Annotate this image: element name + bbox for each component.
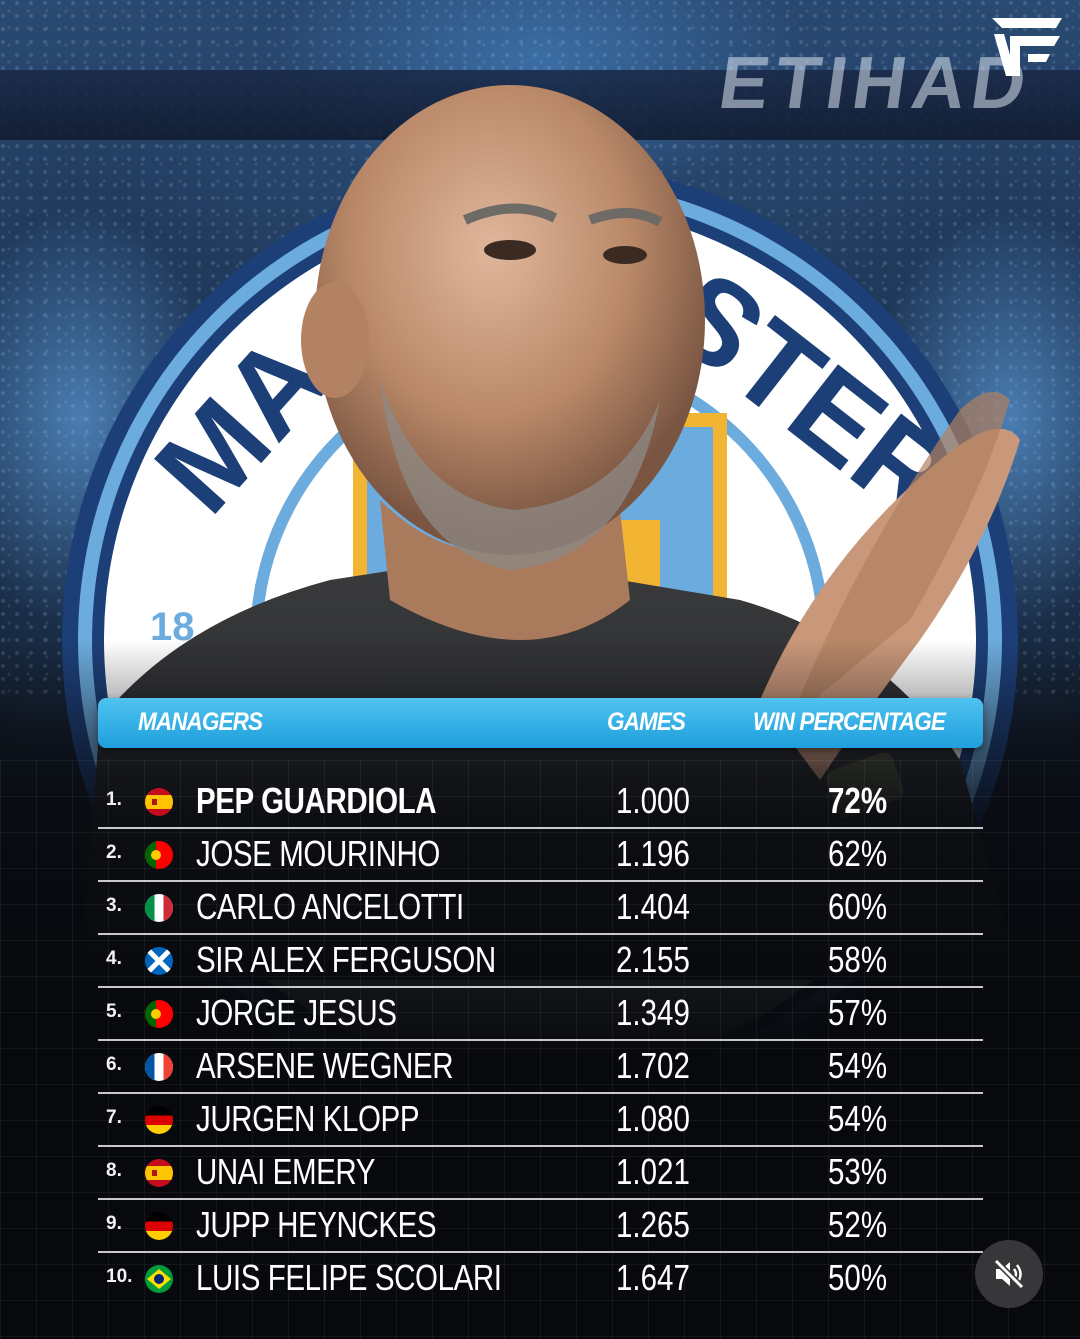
brazil-flag-icon: [145, 1265, 173, 1293]
win-percentage: 54%: [828, 1098, 888, 1139]
games-count: 1.647: [616, 1257, 690, 1298]
table-row: 8. UNAI EMERY 1.021 53%: [98, 1147, 983, 1200]
win-percentage: 54%: [828, 1045, 888, 1086]
win-percentage: 57%: [828, 992, 888, 1033]
portugal-flag-icon: [145, 841, 173, 869]
grid-pattern: [0, 760, 1080, 1339]
manager-name: LUIS FELIPE SCOLARI: [196, 1257, 502, 1298]
rank: 3.: [106, 895, 122, 916]
games-count: 1.349: [616, 992, 690, 1033]
table-row: 5. JORGE JESUS 1.349 57%: [98, 988, 983, 1041]
manager-name: ARSENE WEGNER: [196, 1045, 454, 1086]
games-count: 2.155: [616, 939, 690, 980]
rank: 8.: [106, 1160, 122, 1181]
manager-name: PEP GUARDIOLA: [196, 780, 437, 821]
column-header-games: GAMES: [607, 708, 686, 736]
spain-flag-icon: [145, 1159, 173, 1187]
rank: 6.: [106, 1054, 122, 1075]
win-percentage: 60%: [828, 886, 888, 927]
managers-table: 1. PEP GUARDIOLA 1.000 72% 2. JOSE MOURI…: [98, 776, 983, 1306]
germany-flag-icon: [145, 1106, 173, 1134]
win-percentage: 72%: [828, 780, 888, 821]
games-count: 1.196: [616, 833, 690, 874]
table-row: 7. JURGEN KLOPP 1.080 54%: [98, 1094, 983, 1147]
manager-name: SIR ALEX FERGUSON: [196, 939, 496, 980]
manager-name: CARLO ANCELOTTI: [196, 886, 464, 927]
speaker-muted-icon: [993, 1258, 1025, 1290]
italy-flag-icon: [145, 894, 173, 922]
rank: 10.: [106, 1266, 133, 1287]
games-count: 1.000: [616, 780, 690, 821]
table-row: 6. ARSENE WEGNER 1.702 54%: [98, 1041, 983, 1094]
column-header-win-percentage: WIN PERCENTAGE: [753, 708, 946, 736]
table-row: 10. LUIS FELIPE SCOLARI 1.647 50%: [98, 1253, 983, 1306]
win-percentage: 50%: [828, 1257, 888, 1298]
portugal-flag-icon: [145, 1000, 173, 1028]
column-header-managers: MANAGERS: [138, 708, 263, 736]
scotland-flag-icon: [145, 947, 173, 975]
table-header: MANAGERS GAMES WIN PERCENTAGE: [98, 698, 983, 748]
win-percentage: 53%: [828, 1151, 888, 1192]
manager-name: JORGE JESUS: [196, 992, 397, 1033]
table-row: 2. JOSE MOURINHO 1.196 62%: [98, 829, 983, 882]
games-count: 1.404: [616, 886, 690, 927]
rank: 9.: [106, 1213, 122, 1234]
brand-logo-icon: [992, 18, 1062, 76]
games-count: 1.021: [616, 1151, 690, 1192]
table-row: 9. JUPP HEYNCKES 1.265 52%: [98, 1200, 983, 1253]
spain-flag-icon: [145, 788, 173, 816]
manager-name: JOSE MOURINHO: [196, 833, 440, 874]
games-count: 1.702: [616, 1045, 690, 1086]
france-flag-icon: [145, 1053, 173, 1081]
bottom-gradient: [0, 640, 1080, 1339]
win-percentage: 58%: [828, 939, 888, 980]
table-row: 3. CARLO ANCELOTTI 1.404 60%: [98, 882, 983, 935]
manager-name: JUPP HEYNCKES: [196, 1204, 437, 1245]
germany-flag-icon: [145, 1212, 173, 1240]
win-percentage: 62%: [828, 833, 888, 874]
games-count: 1.080: [616, 1098, 690, 1139]
rank: 7.: [106, 1107, 122, 1128]
games-count: 1.265: [616, 1204, 690, 1245]
win-percentage: 52%: [828, 1204, 888, 1245]
table-row: 4. SIR ALEX FERGUSON 2.155 58%: [98, 935, 983, 988]
rank: 1.: [106, 789, 122, 810]
manager-name: UNAI EMERY: [196, 1151, 376, 1192]
table-row: 1. PEP GUARDIOLA 1.000 72%: [98, 776, 983, 829]
manager-name: JURGEN KLOPP: [196, 1098, 420, 1139]
rank: 5.: [106, 1001, 122, 1022]
rank: 4.: [106, 948, 122, 969]
rank: 2.: [106, 842, 122, 863]
mute-button[interactable]: [975, 1240, 1043, 1308]
